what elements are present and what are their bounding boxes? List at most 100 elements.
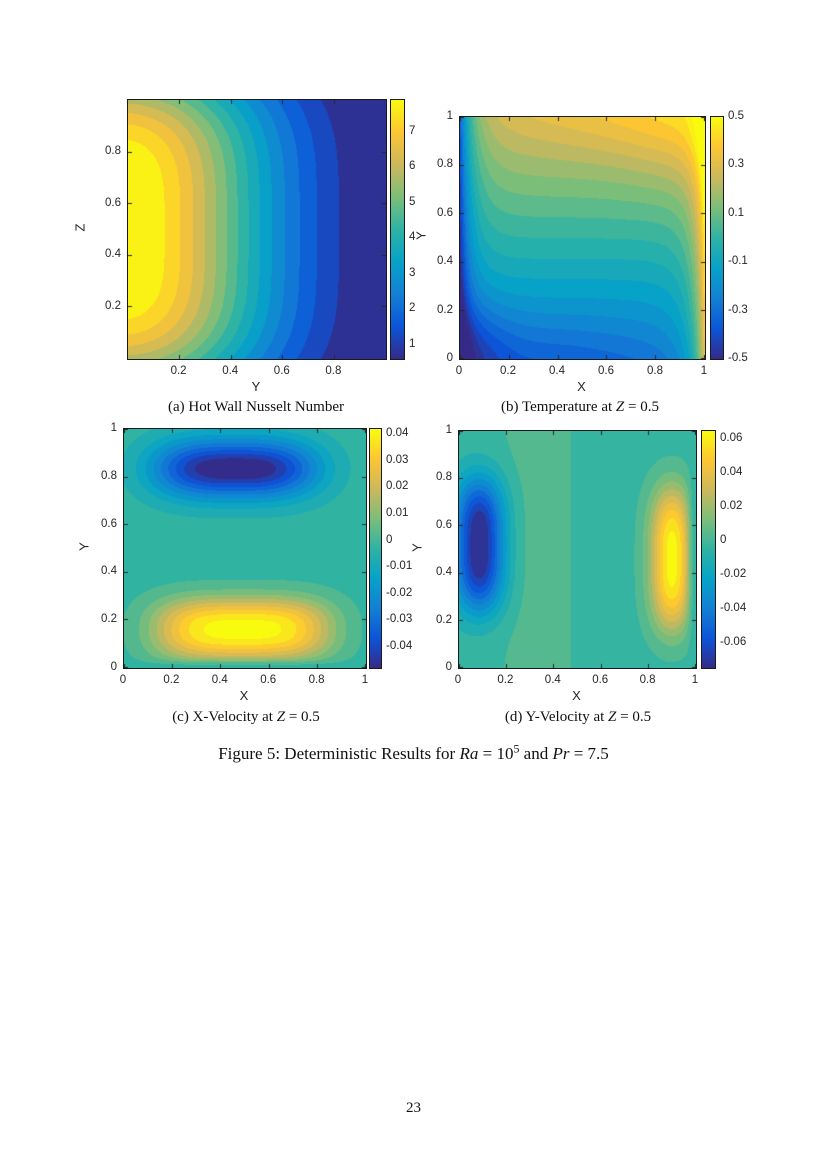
x-tick-label: 0.8 — [325, 365, 342, 377]
y-tick-label: 0.2 — [105, 300, 121, 313]
plot-c-contour-canvas — [124, 429, 366, 668]
x-tick-label: 0.4 — [222, 365, 239, 377]
colorbar-tick-label: 2 — [409, 302, 416, 315]
x-tick-label: 1 — [700, 365, 708, 377]
colorbar-tick-label: 6 — [409, 160, 416, 173]
y-tick-label: 0.8 — [437, 158, 453, 171]
figure-caption: Figure 5: Deterministic Results for Ra =… — [0, 742, 827, 764]
subcap-b-math-var: Z — [615, 399, 625, 415]
plot-a-colorbar — [390, 99, 405, 360]
plot-b-axes — [459, 116, 706, 360]
plot-a-axes — [127, 99, 387, 360]
x-tick-label: 0.6 — [598, 365, 614, 377]
y-tick-label: 0.8 — [105, 144, 121, 157]
y-tick-label: 0 — [446, 352, 453, 364]
y-tick-label: 0.4 — [105, 248, 121, 261]
colorbar-tick-label: 0.04 — [386, 427, 409, 440]
plot-d-axes — [458, 430, 697, 669]
x-tick-label: 0.8 — [647, 365, 663, 377]
plot-b-contour-canvas — [460, 117, 705, 359]
x-tick-label: 0.2 — [170, 365, 187, 377]
x-tick-label: 0 — [119, 674, 127, 686]
y-tick-label: 0.4 — [436, 566, 452, 579]
y-tick-label: 0.6 — [436, 518, 452, 531]
x-tick-label: 0.4 — [544, 674, 561, 686]
x-tick-label: 0.2 — [497, 674, 514, 686]
colorbar-tick-label: -0.5 — [728, 352, 748, 364]
figcap-text-3: and — [519, 744, 553, 763]
x-tick-label: 0 — [454, 674, 462, 686]
x-tick-label: 0.6 — [273, 365, 290, 377]
y-tick-label: 1 — [110, 422, 117, 434]
x-tick-label: 0.6 — [592, 674, 609, 686]
colorbar-tick-label: 0.03 — [386, 453, 409, 466]
subfigure-b-caption: (b) Temperature at Z = 0.5 — [400, 399, 760, 416]
plot-c-axes — [123, 428, 367, 669]
x-tick-label: 0.8 — [308, 674, 325, 686]
subcap-d-text: (d) Y-Velocity at — [504, 709, 609, 725]
colorbar-tick-label: -0.01 — [386, 560, 413, 573]
colorbar-tick-label: 3 — [409, 266, 416, 279]
y-tick-label: 0.6 — [101, 517, 117, 530]
y-tick-label: 0.8 — [101, 469, 117, 482]
plot-a-x-axis-label: Y — [251, 379, 261, 394]
subfigure-c-caption: (c) X-Velocity at Z = 0.5 — [66, 709, 426, 726]
subfigure-a-caption: (a) Hot Wall Nusselt Number — [76, 399, 436, 416]
colorbar-tick-label: -0.04 — [720, 602, 747, 614]
subcap-c-math-var: Z — [276, 709, 286, 725]
subcap-d-text-post: = 0.5 — [616, 709, 652, 725]
x-tick-label: 0.6 — [260, 674, 277, 686]
subfigure-d-caption: (d) Y-Velocity at Z = 0.5 — [398, 709, 758, 726]
subcap-b-text-post: = 0.5 — [624, 399, 659, 415]
x-tick-label: 0.8 — [639, 674, 656, 686]
colorbar-tick-label: 0.04 — [720, 465, 743, 478]
y-tick-label: 0.2 — [437, 303, 453, 316]
y-tick-label: 1 — [446, 110, 453, 122]
colorbar-tick-label: -0.03 — [386, 613, 413, 626]
colorbar-tick-label: 0.02 — [386, 480, 409, 493]
x-tick-label: 0.4 — [211, 674, 228, 686]
y-tick-label: 0 — [445, 661, 452, 673]
colorbar-tick-label: 0.01 — [386, 506, 409, 519]
plot-d-colorbar — [701, 430, 716, 669]
figcap-math-pr: Pr — [552, 744, 570, 763]
plot-d-contour-canvas — [459, 431, 696, 668]
page-number: 23 — [406, 1100, 421, 1116]
colorbar-tick-label: 0.5 — [728, 110, 744, 122]
colorbar-tick-label: 0 — [720, 533, 727, 546]
colorbar-tick-label: 5 — [409, 195, 416, 208]
colorbar-tick-label: 0 — [386, 533, 393, 546]
x-tick-label: 0.2 — [163, 674, 180, 686]
colorbar-tick-label: -0.3 — [728, 303, 748, 316]
x-tick-label: 0.2 — [500, 365, 516, 377]
y-tick-label: 0.4 — [101, 565, 117, 578]
y-tick-label: 0.8 — [436, 471, 452, 484]
figcap-text-1: Figure 5: Deterministic Results for — [218, 744, 460, 763]
x-tick-label: 1 — [361, 674, 369, 686]
x-tick-label: 0 — [455, 365, 463, 377]
colorbar-tick-label: 4 — [409, 231, 416, 244]
subcap-b-text: (b) Temperature at — [501, 399, 616, 415]
x-tick-label: 1 — [691, 674, 699, 686]
colorbar-tick-label: -0.04 — [386, 639, 413, 652]
y-tick-label: 0 — [110, 661, 117, 673]
plot-d-x-axis-label: X — [572, 688, 581, 703]
colorbar-tick-label: -0.02 — [386, 586, 413, 599]
y-tick-label: 0.4 — [437, 255, 453, 268]
plot-b-x-axis-label: X — [577, 379, 586, 394]
colorbar-tick-label: 0.1 — [728, 206, 744, 219]
y-tick-label: 0.6 — [437, 206, 453, 219]
subcap-a-text: (a) Hot Wall Nusselt Number — [168, 399, 344, 415]
colorbar-tick-label: -0.1 — [728, 255, 748, 268]
colorbar-tick-label: -0.06 — [720, 636, 747, 648]
colorbar-tick-label: 7 — [409, 124, 416, 137]
plot-c-x-axis-label: X — [239, 688, 249, 703]
y-tick-label: 0.6 — [105, 196, 121, 209]
y-tick-label: 0.2 — [101, 613, 117, 626]
y-tick-label: 1 — [445, 424, 452, 436]
colorbar-tick-label: 1 — [409, 337, 416, 350]
subcap-d-math-var: Z — [608, 709, 617, 725]
colorbar-tick-label: 0.02 — [720, 499, 743, 512]
subcap-c-text-post: = 0.5 — [285, 709, 320, 725]
